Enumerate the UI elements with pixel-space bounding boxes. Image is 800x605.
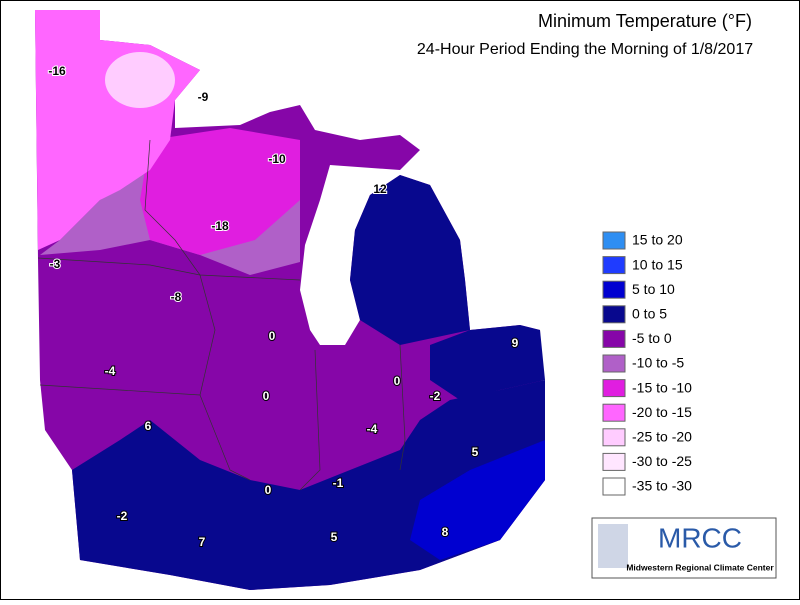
region	[410, 440, 545, 560]
legend: 15 to 20 10 to 15 5 to 10 0 to 5 -5 to 0 -10 …	[602, 231, 692, 496]
map-label: 12	[373, 182, 387, 196]
map-label: 5	[331, 530, 338, 544]
map-label: 0	[263, 389, 270, 403]
region	[430, 325, 545, 400]
legend-swatch	[602, 329, 626, 348]
map-label: -3	[50, 257, 61, 271]
logo-subtitle: Midwestern Regional Climate Center	[626, 562, 774, 572]
map-label: -2	[430, 389, 441, 403]
legend-swatch	[602, 280, 626, 299]
map-label: 0	[394, 374, 401, 388]
subtitle: 24-Hour Period Ending the Morning of 1/8…	[417, 41, 753, 58]
region	[105, 52, 175, 108]
title: Minimum Temperature (°F)	[538, 11, 752, 31]
legend-label: -35 to -30	[632, 478, 692, 494]
legend-label: -15 to -10	[632, 379, 692, 395]
logo-icon	[598, 524, 628, 568]
map-label: -10	[268, 152, 286, 166]
map-label: -9	[198, 90, 209, 104]
legend-swatch	[602, 403, 626, 422]
map-label: -16	[48, 64, 66, 78]
legend-swatch	[602, 428, 626, 447]
legend-label: 5 to 10	[632, 281, 675, 297]
map-label: 5	[472, 445, 479, 459]
map	[35, 10, 545, 590]
logo-name: MRCC	[658, 522, 742, 553]
map-label: -18	[211, 219, 229, 233]
region	[140, 128, 300, 255]
legend-swatch	[602, 231, 626, 250]
legend-swatch	[602, 256, 626, 275]
legend-label: -20 to -15	[632, 404, 692, 420]
map-label: 7	[199, 535, 206, 549]
legend-label: 10 to 15	[632, 256, 683, 272]
legend-label: -5 to 0	[632, 330, 672, 346]
legend-swatch	[602, 305, 626, 324]
legend-label: 0 to 5	[632, 306, 667, 322]
legend-swatch	[602, 452, 626, 471]
legend-swatch	[602, 477, 626, 496]
legend-label: 15 to 20	[632, 232, 683, 248]
map-label: 0	[265, 483, 272, 497]
map-labels: -16 -9 -10 12 -3 -18 -8 0 -4 6 0 0 9 -2 …	[47, 63, 519, 550]
region	[350, 175, 470, 345]
legend-swatch	[602, 379, 626, 398]
map-label: 6	[145, 419, 152, 433]
map-label: -8	[171, 290, 182, 304]
legend-label: -25 to -20	[632, 429, 692, 445]
legend-label: -10 to -5	[632, 355, 684, 371]
map-label: -2	[117, 509, 128, 523]
legend-swatch	[602, 354, 626, 373]
state-borders	[37, 139, 406, 491]
map-label: 9	[512, 336, 519, 350]
map-label: -1	[333, 476, 344, 490]
map-label: -4	[105, 364, 116, 378]
logo: MRCC Midwestern Regional Climate Center	[591, 517, 777, 579]
map-label: 8	[442, 525, 449, 539]
legend-label: -30 to -25	[632, 453, 692, 469]
map-label: -4	[367, 422, 378, 436]
map-label: 0	[269, 329, 276, 343]
